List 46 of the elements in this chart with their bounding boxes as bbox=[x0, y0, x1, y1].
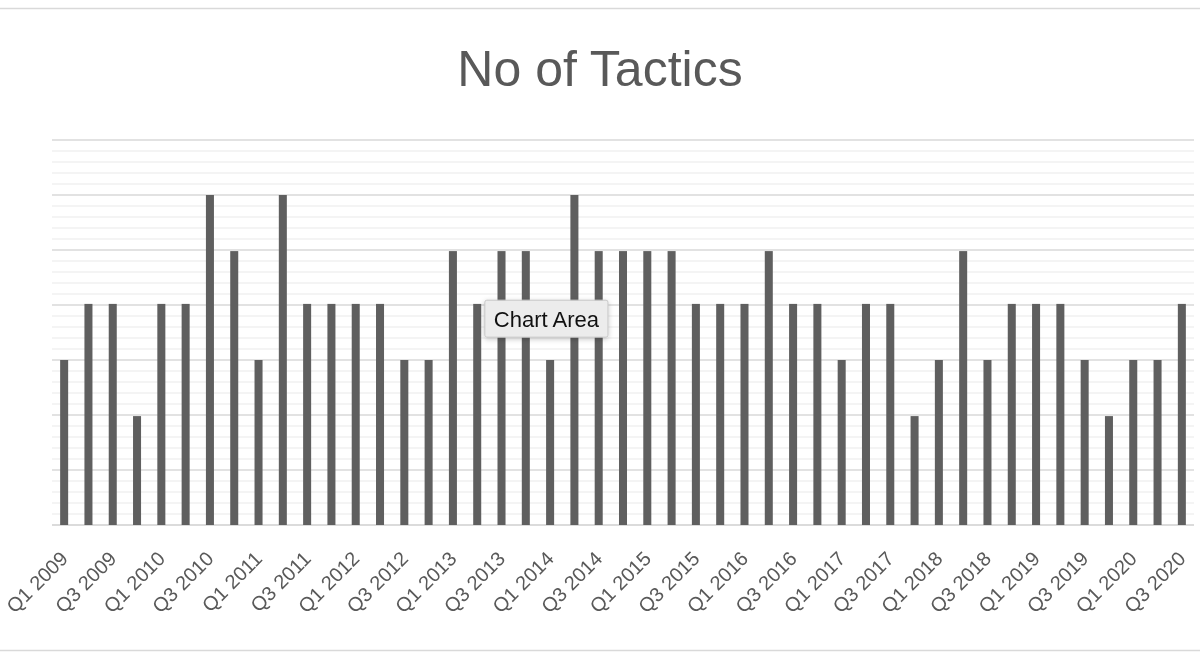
bar bbox=[1153, 360, 1162, 525]
bar bbox=[618, 251, 628, 525]
bar bbox=[643, 251, 652, 525]
bar bbox=[764, 251, 773, 525]
bar bbox=[1104, 416, 1113, 525]
bar bbox=[983, 360, 992, 525]
bar bbox=[424, 360, 433, 525]
bar bbox=[837, 360, 846, 525]
bar bbox=[959, 251, 968, 525]
bar bbox=[181, 303, 190, 525]
bar bbox=[400, 360, 409, 525]
bar bbox=[327, 303, 336, 525]
bar bbox=[108, 303, 117, 525]
bar bbox=[667, 251, 676, 525]
bar bbox=[861, 303, 870, 525]
bar bbox=[84, 303, 93, 525]
bar bbox=[1129, 360, 1138, 525]
bar bbox=[934, 360, 943, 525]
bar bbox=[230, 251, 239, 525]
chart-title: No of Tactics bbox=[457, 41, 743, 97]
bar bbox=[1080, 360, 1089, 525]
bar bbox=[133, 416, 142, 525]
bar bbox=[1007, 303, 1016, 525]
bar bbox=[886, 303, 895, 525]
bar bbox=[157, 303, 166, 525]
bar bbox=[546, 360, 555, 525]
bar bbox=[254, 360, 263, 525]
bar bbox=[278, 195, 287, 525]
bar bbox=[789, 303, 798, 525]
bar bbox=[813, 303, 822, 525]
bar bbox=[376, 303, 385, 525]
bar bbox=[303, 303, 312, 525]
bar bbox=[716, 303, 725, 525]
bar bbox=[1032, 303, 1041, 525]
bar bbox=[740, 303, 749, 525]
bar bbox=[1177, 303, 1186, 525]
tooltip-box: Chart Area bbox=[484, 299, 609, 338]
bar bbox=[60, 360, 69, 525]
bar bbox=[448, 251, 457, 525]
bar bbox=[473, 303, 482, 525]
bar bbox=[691, 303, 700, 525]
annotation: Chart Area bbox=[493, 306, 600, 332]
bar bbox=[351, 303, 360, 525]
bar bbox=[205, 195, 214, 525]
bar bbox=[1056, 303, 1065, 525]
bar bbox=[910, 416, 919, 525]
